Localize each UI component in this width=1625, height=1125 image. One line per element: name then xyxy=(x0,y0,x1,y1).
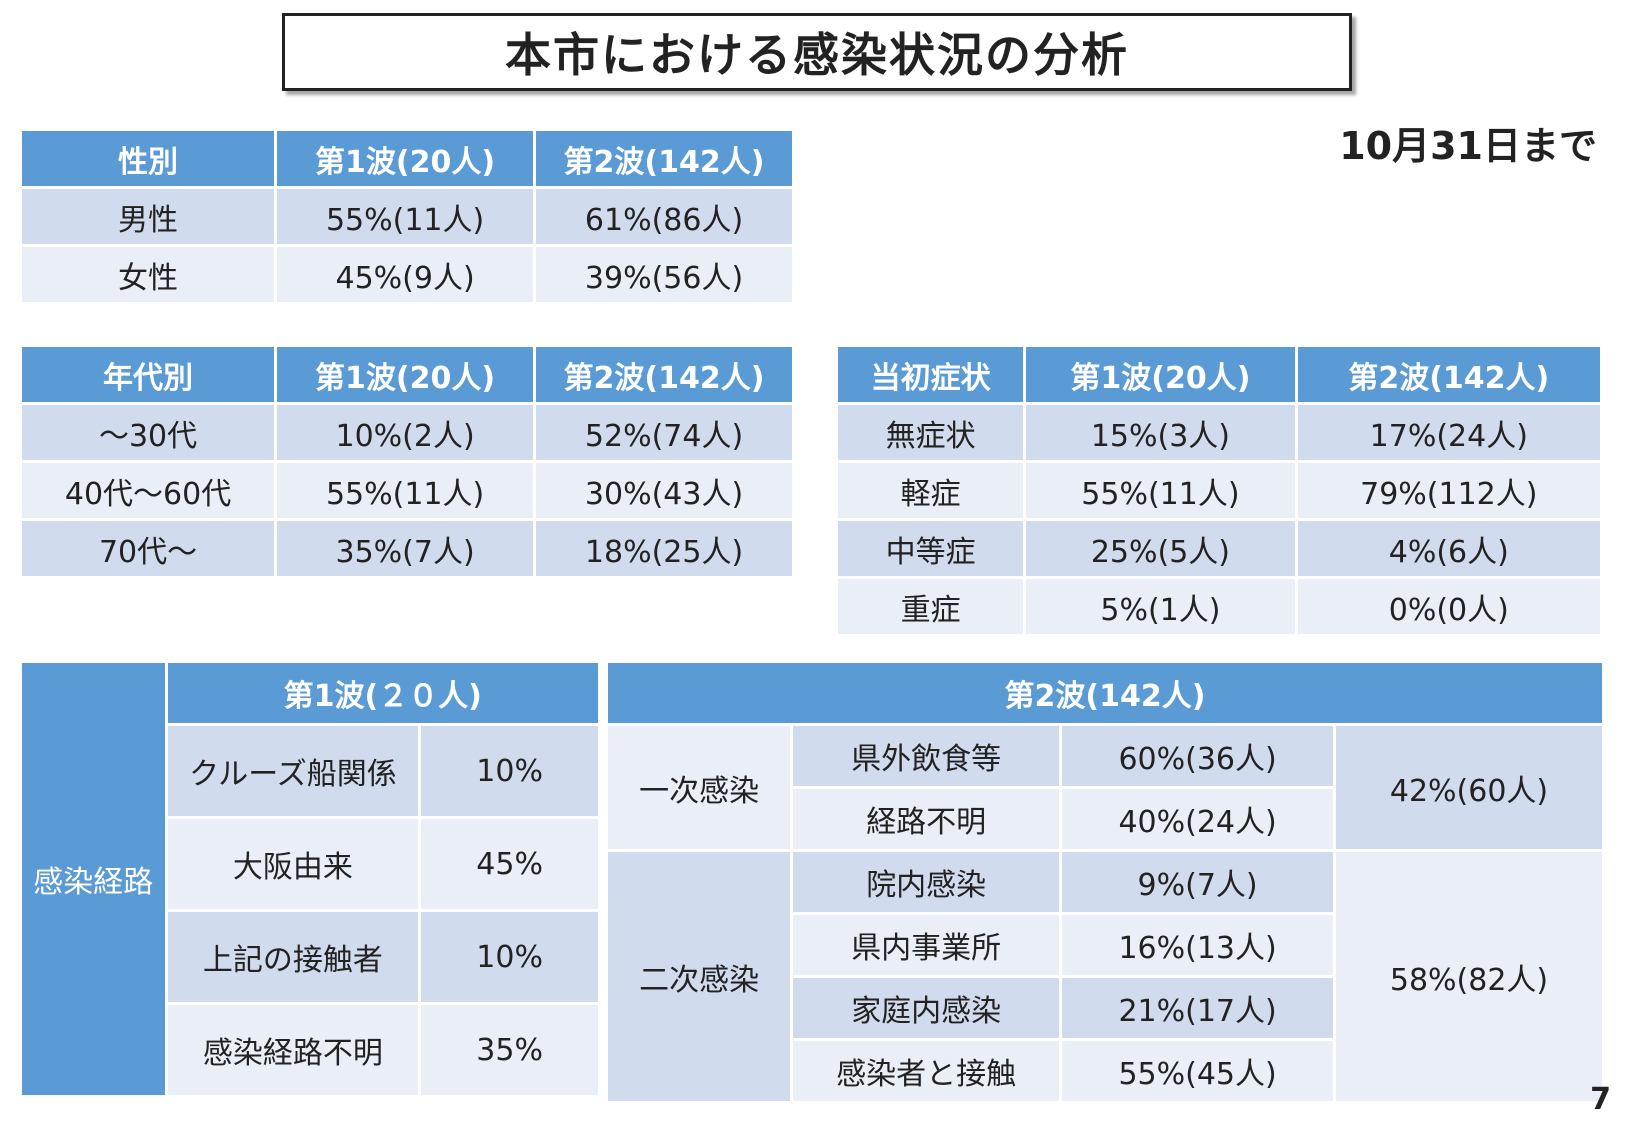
secondary-infection-label: 二次感染 xyxy=(608,852,791,1101)
table-cell: 61%(86人) xyxy=(536,189,792,244)
row-label: 県外飲食等 xyxy=(793,726,1060,786)
table-row: ～30代 10%(2人) 52%(74人) xyxy=(22,405,792,460)
table-row: 県内事業所 16%(13人) xyxy=(608,915,1602,975)
table-header-row: 第2波(142人) xyxy=(608,663,1602,723)
gender-table: 性別 第1波(20人) 第2波(142人) 男性 55%(11人) 61%(86… xyxy=(19,128,795,305)
table-cell: 30%(43人) xyxy=(536,463,792,518)
page-title: 本市における感染状況の分析 xyxy=(282,13,1352,91)
table-row: 大阪由来 45% xyxy=(22,819,598,909)
row-label: 40代～60代 xyxy=(22,463,275,518)
table-row: 家庭内感染 21%(17人) xyxy=(608,978,1602,1038)
table-header-row: 年代別 第1波(20人) 第2波(142人) xyxy=(22,347,792,402)
table-cell: 18%(25人) xyxy=(536,521,792,576)
table-row: 一次感染 県外飲食等 60%(36人) 42%(60人) xyxy=(608,726,1602,849)
page-number: 7 xyxy=(1590,1082,1611,1117)
row-label: 感染者と接触 xyxy=(793,1041,1060,1101)
table-header-row: 当初症状 第1波(20人) 第2波(142人) xyxy=(838,347,1600,402)
table-cell: 60%(36人) xyxy=(1062,726,1334,786)
row-label: 家庭内感染 xyxy=(793,978,1060,1038)
table-cell: 10% xyxy=(421,912,598,1002)
table-cell: 9%(7人) xyxy=(1062,852,1334,912)
column-header: 第1波(２０人) xyxy=(167,663,598,723)
table-row: 経路不明 40%(24人) xyxy=(608,789,1602,849)
table-row: クルーズ船関係 10% xyxy=(22,726,598,816)
column-header: 第2波(142人) xyxy=(536,131,792,186)
table-row: 重症 5%(1人) 0%(0人) xyxy=(838,579,1600,634)
table-cell: 35%(7人) xyxy=(277,521,534,576)
table-row: 70代～ 35%(7人) 18%(25人) xyxy=(22,521,792,576)
table-row: 中等症 25%(5人) 4%(6人) xyxy=(838,521,1600,576)
table-cell: 35% xyxy=(421,1005,598,1095)
table-cell: 40%(24人) xyxy=(1062,789,1334,849)
column-header: 性別 xyxy=(22,131,275,186)
row-label: 重症 xyxy=(838,579,1024,634)
row-label: 県内事業所 xyxy=(793,915,1060,975)
primary-infection-label: 一次感染 xyxy=(608,726,791,849)
table-cell: 45%(9人) xyxy=(277,247,534,302)
column-header: 年代別 xyxy=(22,347,275,402)
secondary-infection-total: 58%(82人) xyxy=(1336,852,1602,1101)
column-header: 当初症状 xyxy=(838,347,1024,402)
route-side-label: 感染経路 xyxy=(22,663,165,1095)
table-row: 軽症 55%(11人) 79%(112人) xyxy=(838,463,1600,518)
row-label: ～30代 xyxy=(22,405,275,460)
table-cell: 45% xyxy=(421,819,598,909)
table-cell: 16%(13人) xyxy=(1062,915,1334,975)
table-cell: 39%(56人) xyxy=(536,247,792,302)
age-table: 年代別 第1波(20人) 第2波(142人) ～30代 10%(2人) 52%(… xyxy=(19,344,795,579)
row-label: 大阪由来 xyxy=(167,819,419,909)
table-header-row: 感染経路 第1波(２０人) xyxy=(22,663,598,1095)
table-cell: 15%(3人) xyxy=(1026,405,1295,460)
table-row: 上記の接触者 10% xyxy=(22,912,598,1002)
table-row: 無症状 15%(3人) 17%(24人) xyxy=(838,405,1600,460)
row-label: 中等症 xyxy=(838,521,1024,576)
column-header: 第1波(20人) xyxy=(277,131,534,186)
column-header: 第1波(20人) xyxy=(1026,347,1295,402)
row-label: 経路不明 xyxy=(793,789,1060,849)
table-header-row: 性別 第1波(20人) 第2波(142人) xyxy=(22,131,792,186)
primary-infection-total: 42%(60人) xyxy=(1336,726,1602,849)
table-row: 二次感染 院内感染 9%(7人) 58%(82人) xyxy=(608,852,1602,1101)
date-label: 10月31日まで xyxy=(1339,124,1597,168)
table-row: 40代～60代 55%(11人) 30%(43人) xyxy=(22,463,792,518)
column-header: 第2波(142人) xyxy=(1297,347,1600,402)
route-wave2-table: 第2波(142人) 一次感染 県外飲食等 60%(36人) 42%(60人) 経… xyxy=(605,660,1605,1104)
table-cell: 5%(1人) xyxy=(1026,579,1295,634)
table-row: 感染経路不明 35% xyxy=(22,1005,598,1095)
table-cell: 55%(11人) xyxy=(277,463,534,518)
table-cell: 25%(5人) xyxy=(1026,521,1295,576)
table-cell: 55%(11人) xyxy=(277,189,534,244)
table-cell: 17%(24人) xyxy=(1297,405,1600,460)
table-cell: 55%(45人) xyxy=(1062,1041,1334,1101)
row-label: クルーズ船関係 xyxy=(167,726,419,816)
row-label: 男性 xyxy=(22,189,275,244)
table-cell: 21%(17人) xyxy=(1062,978,1334,1038)
row-label: 院内感染 xyxy=(793,852,1060,912)
table-cell: 10%(2人) xyxy=(277,405,534,460)
route-wave1-table: 感染経路 第1波(２０人) クルーズ船関係 10% 大阪由来 45% 上記の接触… xyxy=(19,660,601,1098)
row-label: 女性 xyxy=(22,247,275,302)
column-header: 第1波(20人) xyxy=(277,347,534,402)
row-label: 70代～ xyxy=(22,521,275,576)
table-row: 男性 55%(11人) 61%(86人) xyxy=(22,189,792,244)
table-cell: 4%(6人) xyxy=(1297,521,1600,576)
table-cell: 79%(112人) xyxy=(1297,463,1600,518)
table-row: 女性 45%(9人) 39%(56人) xyxy=(22,247,792,302)
column-header: 第2波(142人) xyxy=(536,347,792,402)
table-cell: 10% xyxy=(421,726,598,816)
table-cell: 0%(0人) xyxy=(1297,579,1600,634)
table-cell: 55%(11人) xyxy=(1026,463,1295,518)
table-row: 感染者と接触 55%(45人) xyxy=(608,1041,1602,1101)
column-header: 第2波(142人) xyxy=(608,663,1602,723)
row-label: 感染経路不明 xyxy=(167,1005,419,1095)
row-label: 上記の接触者 xyxy=(167,912,419,1002)
row-label: 軽症 xyxy=(838,463,1024,518)
row-label: 無症状 xyxy=(838,405,1024,460)
symptom-table: 当初症状 第1波(20人) 第2波(142人) 無症状 15%(3人) 17%(… xyxy=(835,344,1603,637)
table-cell: 52%(74人) xyxy=(536,405,792,460)
